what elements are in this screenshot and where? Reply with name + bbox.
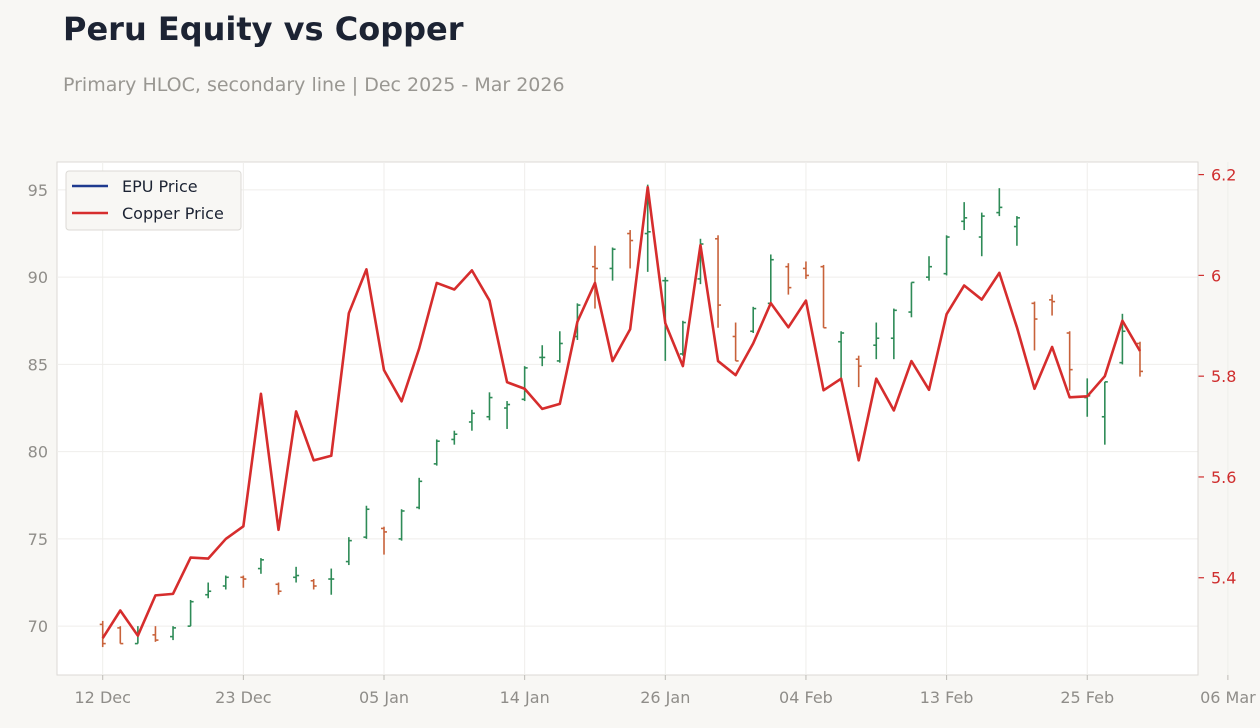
x-tick-label: 14 Jan bbox=[500, 688, 550, 707]
ohlc-bar bbox=[222, 575, 229, 590]
ohlc-bar bbox=[961, 202, 968, 231]
ohlc-bar bbox=[504, 401, 511, 429]
x-tick-label: 05 Jan bbox=[359, 688, 409, 707]
ohlc-bar bbox=[978, 212, 985, 257]
copper-line bbox=[101, 185, 1142, 639]
y-left-tick-label: 80 bbox=[28, 443, 48, 462]
ohlc-bar bbox=[873, 322, 880, 360]
y-right-tick-label: 5.6 bbox=[1211, 468, 1236, 487]
ohlc-bar bbox=[556, 331, 563, 363]
ohlc-bar bbox=[732, 322, 739, 362]
ohlc-bar bbox=[539, 345, 546, 367]
ohlc-bar bbox=[715, 235, 722, 328]
ohlc-bar bbox=[890, 308, 897, 360]
ohlc-bar bbox=[275, 582, 282, 595]
ohlc-bar bbox=[908, 281, 915, 318]
ohlc-bar bbox=[802, 261, 809, 279]
ohlc-bar bbox=[1136, 341, 1143, 377]
y-left-tick-label: 95 bbox=[28, 181, 48, 200]
ohlc-bar bbox=[328, 568, 335, 595]
ohlc-bar bbox=[926, 256, 933, 281]
ohlc-bar bbox=[293, 566, 300, 583]
ohlc-bar bbox=[996, 188, 1003, 217]
y-left-tick-label: 75 bbox=[28, 530, 48, 549]
ohlc-bar bbox=[381, 526, 388, 555]
y-right-tick-label: 5.8 bbox=[1211, 367, 1236, 386]
left-axis-ticks: 70 75 80 85 90 95 bbox=[28, 181, 48, 636]
ohlc-bar bbox=[416, 477, 423, 510]
y-left-tick-label: 85 bbox=[28, 355, 48, 374]
legend: EPU Price Copper Price bbox=[65, 170, 242, 231]
y-left-tick-label: 70 bbox=[28, 617, 48, 636]
ohlc-bar bbox=[609, 247, 616, 281]
y-left-tick-label: 90 bbox=[28, 268, 48, 287]
ohlc-bar bbox=[363, 505, 370, 539]
plot-area bbox=[56, 161, 1199, 676]
y-right-tick-label: 5.4 bbox=[1211, 569, 1236, 588]
ohlc-bar bbox=[433, 439, 440, 466]
x-tick-label: 12 Dec bbox=[75, 688, 131, 707]
right-axis-ticks: 5.4 5.6 5.8 6 6.2 bbox=[1197, 162, 1236, 675]
x-tick-label: 13 Feb bbox=[920, 688, 974, 707]
legend-copper-label: Copper Price bbox=[122, 204, 224, 223]
ohlc-bar bbox=[1049, 294, 1056, 316]
ohlc-bar bbox=[1101, 381, 1108, 445]
ohlc-bar bbox=[627, 230, 634, 269]
ohlc-bar bbox=[170, 626, 177, 641]
ohlc-bar bbox=[943, 235, 950, 276]
ohlc-bar bbox=[1066, 331, 1073, 391]
legend-box bbox=[65, 170, 242, 231]
ohlc-bar bbox=[750, 306, 757, 333]
ohlc-bar bbox=[855, 355, 862, 388]
ohlc-bar bbox=[591, 245, 598, 309]
ohlc-bar bbox=[310, 579, 317, 590]
x-tick-label: 26 Jan bbox=[640, 688, 690, 707]
ohlc-bar bbox=[398, 509, 405, 541]
legend-epu-label: EPU Price bbox=[122, 177, 198, 196]
ohlc-bar bbox=[187, 599, 194, 627]
ohlc-bar bbox=[1031, 301, 1038, 351]
x-tick-label: 25 Feb bbox=[1060, 688, 1114, 707]
ohlc-bar bbox=[205, 582, 212, 599]
grid-lines bbox=[57, 162, 1229, 675]
ohlc-bar bbox=[838, 331, 845, 382]
x-axis-ticks: 12 Dec 23 Dec 05 Jan 14 Jan 26 Jan 04 Feb 13 F… bbox=[75, 675, 1256, 707]
ohlc-bar bbox=[468, 409, 475, 431]
ohlc-bar bbox=[240, 575, 247, 588]
x-tick-label: 04 Feb bbox=[779, 688, 833, 707]
x-tick-label: 06 Mar bbox=[1200, 688, 1256, 707]
ohlc-bar bbox=[521, 366, 528, 402]
x-tick-label: 23 Dec bbox=[215, 688, 271, 707]
ohlc-bar bbox=[486, 392, 493, 421]
y-right-tick-label: 6.2 bbox=[1211, 166, 1236, 185]
ohlc-bar bbox=[1013, 216, 1020, 246]
ohlc-bar bbox=[451, 430, 458, 445]
chart-subtitle: Primary HLOC, secondary line | Dec 2025 … bbox=[63, 74, 565, 96]
ohlc-bar bbox=[345, 537, 352, 566]
ohlc-bar bbox=[820, 264, 827, 329]
ohlc-bar bbox=[257, 558, 264, 574]
ohlc-bar bbox=[117, 626, 124, 645]
ohlc-bar bbox=[785, 263, 792, 295]
copper-series bbox=[101, 185, 1142, 639]
ohlc-bar bbox=[679, 320, 686, 356]
chart-title: Peru Equity vs Copper bbox=[63, 10, 464, 48]
ohlc-bar bbox=[644, 184, 651, 272]
ohlc-bar bbox=[99, 620, 106, 648]
ohlc-series bbox=[99, 184, 1143, 648]
y-right-tick-label: 6 bbox=[1211, 266, 1221, 285]
ohlc-bar bbox=[152, 626, 159, 642]
